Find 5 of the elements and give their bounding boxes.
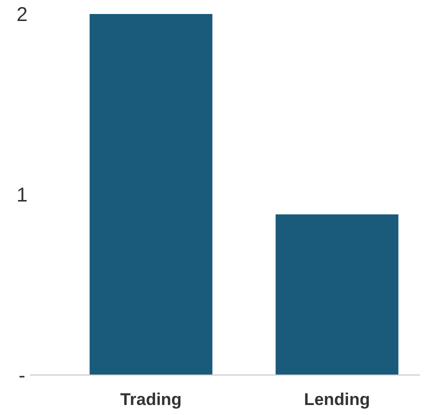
x-tick-label: Lending xyxy=(304,390,370,409)
y-tick-label: 1 xyxy=(16,184,28,206)
x-tick-label: Trading xyxy=(120,390,182,409)
y-tick-label: 2 xyxy=(16,4,28,26)
y-tick-label: - xyxy=(18,365,26,387)
